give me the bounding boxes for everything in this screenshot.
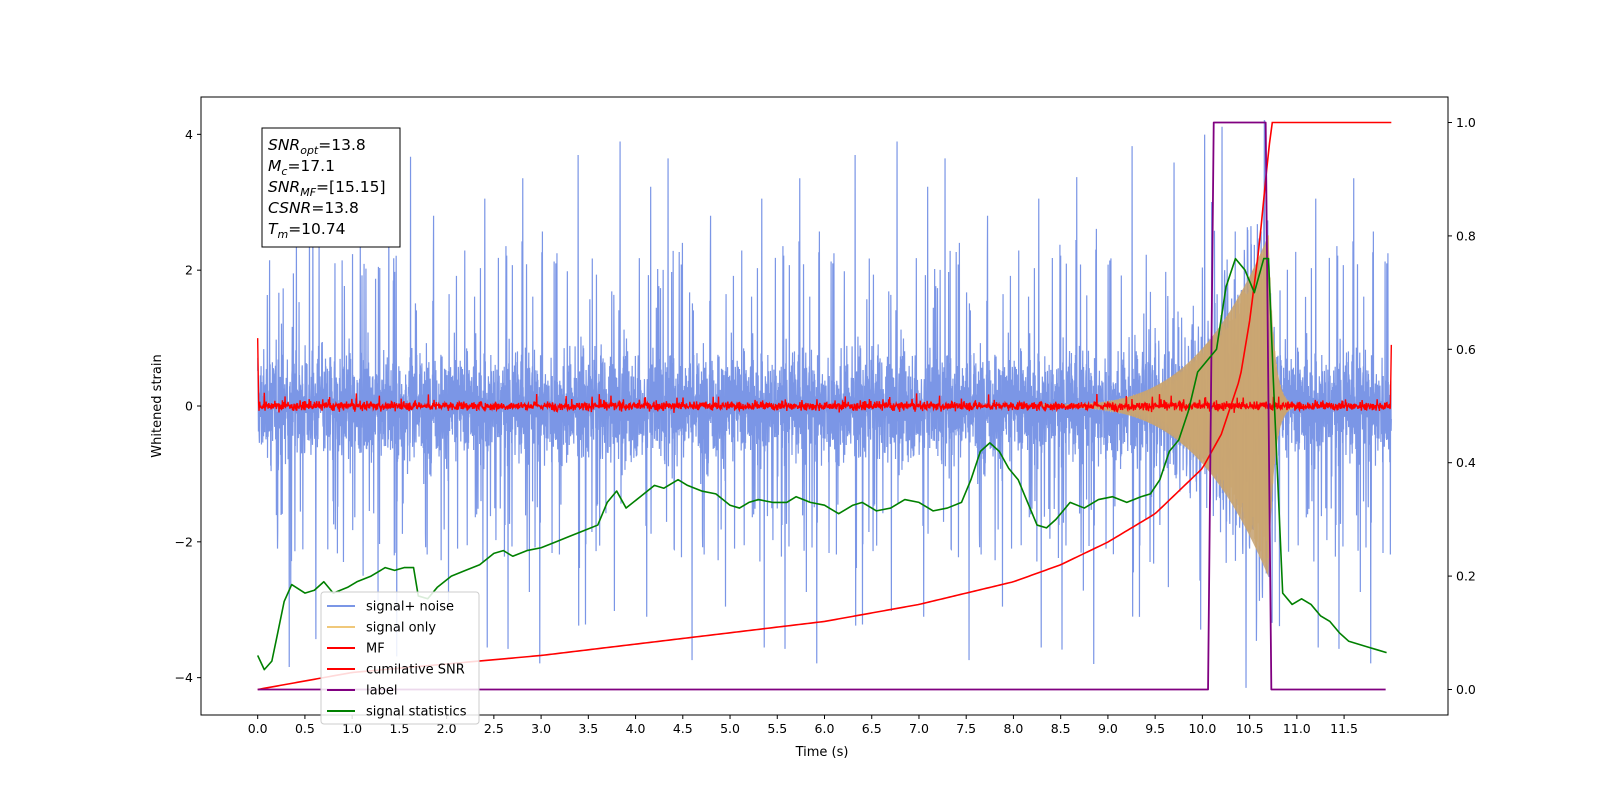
- y-tick-label: −2: [175, 534, 193, 549]
- y2-tick-label: 0.8: [1456, 228, 1476, 243]
- legend-label: signal+ noise: [366, 600, 454, 615]
- x-tick-label: 0.0: [248, 721, 268, 736]
- x-tick-label: 11.5: [1330, 721, 1358, 736]
- legend-label: cumilative SNR: [366, 663, 465, 678]
- label-line: [257, 121, 1386, 691]
- x-tick-label: 11.0: [1283, 721, 1311, 736]
- mf-line: [256, 338, 1393, 414]
- y-axis-right: 1.0 0.8 0.6 0.4 0.2 0.0: [1448, 115, 1476, 697]
- x-tick-label: 1.5: [389, 721, 409, 736]
- x-tick-label: 4.5: [673, 721, 693, 736]
- annotation-line: SNRopt=13.8: [268, 136, 366, 157]
- signal-noise-line: [257, 120, 1392, 688]
- annotation-line: Mc=17.1: [268, 157, 335, 178]
- legend-frame: [320, 591, 480, 725]
- x-tick-label: 7.5: [956, 721, 976, 736]
- annotation-frame: [261, 127, 401, 248]
- x-tick-label: 9.0: [1098, 721, 1118, 736]
- y-tick-label: 2: [185, 263, 193, 278]
- x-tick-label: 5.0: [720, 721, 740, 736]
- y-axis-label: Whitened strain: [150, 354, 165, 457]
- x-tick-label: 0.5: [295, 721, 315, 736]
- legend-label: MF: [366, 642, 385, 657]
- x-tick-label: 2.5: [484, 721, 504, 736]
- y2-tick-label: 0.4: [1456, 455, 1476, 470]
- y-axis-left: 4 2 0 −2 −4: [175, 127, 201, 685]
- x-axis-label: Time (s): [795, 745, 849, 760]
- x-tick-label: 10.5: [1236, 721, 1264, 736]
- y2-tick-label: 0.2: [1456, 569, 1476, 584]
- x-tick-label: 9.5: [1145, 721, 1165, 736]
- x-tick-label: 8.0: [1003, 721, 1023, 736]
- x-tick-label: 2.0: [437, 721, 457, 736]
- y-tick-label: 0: [185, 399, 193, 414]
- series-label: [257, 121, 1386, 691]
- x-tick-label: 7.0: [909, 721, 929, 736]
- y-tick-label: 4: [185, 127, 193, 142]
- x-tick-label: 1.0: [342, 721, 362, 736]
- annotation-line: SNRMF=[15.15]: [268, 178, 386, 199]
- legend-label: label: [366, 684, 397, 699]
- x-tick-label: 6.5: [862, 721, 882, 736]
- series-mf: [256, 338, 1393, 414]
- legend: signal+ noise signal only MF cumilative SNR…: [320, 591, 480, 725]
- x-tick-label: 10.0: [1188, 721, 1216, 736]
- annotation-line: Tm=10.74: [268, 220, 346, 241]
- x-axis: 0.0 0.5 1.0 1.5 2.0 2.5 3.0 3.5 4.0 4.5 5.0 5.5 6.0 6…: [248, 715, 1358, 736]
- x-tick-label: 8.5: [1051, 721, 1071, 736]
- x-tick-label: 3.0: [531, 721, 551, 736]
- x-tick-label: 5.5: [767, 721, 787, 736]
- y2-tick-label: 0.0: [1456, 682, 1476, 697]
- series-signal-noise: [257, 120, 1392, 688]
- x-tick-label: 3.5: [578, 721, 598, 736]
- x-tick-label: 4.0: [626, 721, 646, 736]
- metrics-annotation-box: SNRopt=13.8Mc=17.1SNRMF=[15.15]CSNR=13.8…: [261, 127, 401, 248]
- legend-label: signal statistics: [366, 705, 467, 720]
- y2-tick-label: 0.6: [1456, 342, 1476, 357]
- y2-tick-label: 1.0: [1456, 115, 1476, 130]
- annotation-line: CSNR=13.8: [268, 199, 359, 217]
- y-tick-label: −4: [175, 670, 193, 685]
- legend-label: signal only: [366, 621, 436, 636]
- x-tick-label: 6.0: [815, 721, 835, 736]
